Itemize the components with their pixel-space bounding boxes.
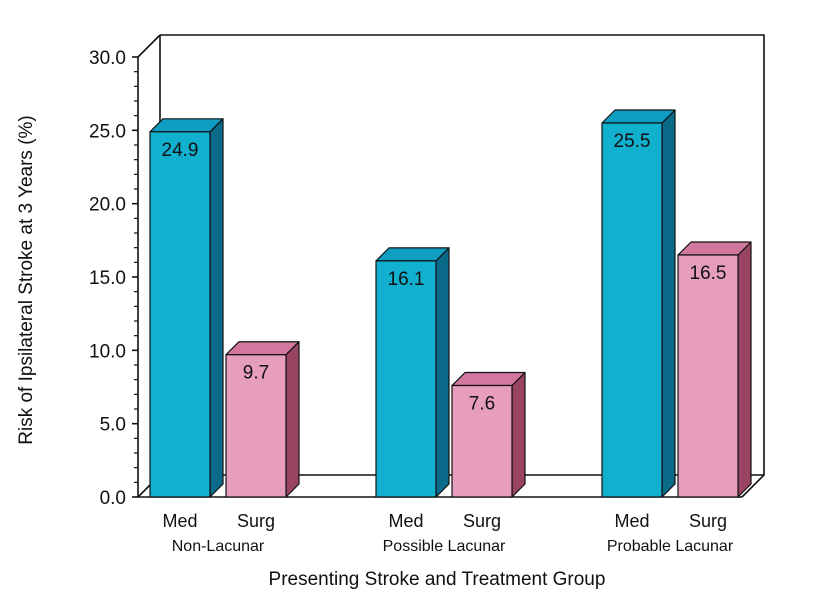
bar-top: [677, 241, 752, 256]
bar-side: [285, 341, 300, 498]
y-tick-label: 15.0: [89, 268, 126, 289]
bar-side: [737, 241, 752, 498]
y-tick-label: 0.0: [100, 488, 126, 509]
bar-top: [225, 341, 300, 356]
bar-side: [661, 109, 676, 498]
y-tick-label: 30.0: [89, 48, 126, 69]
bar-front: [677, 254, 739, 498]
bar-top: [451, 371, 526, 387]
bar-front: [149, 131, 211, 498]
x-category-label: Surg: [689, 511, 727, 531]
x-axis-labels: Med Surg Non-Lacunar Med Surg Possible Lacuna…: [162, 511, 733, 555]
bar-front: [225, 354, 287, 498]
bar-side: [209, 118, 224, 498]
bar-surg: 9.7: [225, 341, 300, 498]
bar-surg: 16.5: [677, 241, 752, 498]
x-group-label: Possible Lacunar: [383, 538, 506, 555]
bar-front: [375, 260, 437, 498]
y-tick-label: 20.0: [89, 195, 126, 216]
y-axis: 0.0 5.0 10.0 15.0 20.0 25.0 30.0: [89, 48, 138, 509]
bar-side: [511, 371, 526, 498]
bar-value-label: 16.5: [690, 263, 727, 284]
bar-top: [601, 109, 676, 124]
bar-value-label: 25.5: [614, 131, 651, 152]
x-category-label: Surg: [237, 511, 275, 531]
bar-front: [601, 122, 663, 498]
bar-value-label: 16.1: [388, 269, 425, 290]
bar-med: 16.1: [375, 247, 450, 498]
x-category-label: Surg: [463, 511, 501, 531]
bar-med: 25.5: [601, 109, 676, 498]
x-category-label: Med: [162, 511, 197, 531]
bars: 24.9 9.7 16.1 7.6 25.5 16.5: [149, 109, 752, 498]
x-category-label: Med: [388, 511, 423, 531]
y-axis-title: Risk of Ipsilateral Stroke at 3 Years (%…: [16, 115, 37, 444]
bar-top: [375, 247, 450, 262]
bar-surg: 7.6: [451, 371, 526, 498]
bar-top: [149, 118, 224, 133]
x-axis-title: Presenting Stroke and Treatment Group: [269, 569, 606, 590]
bar-side: [435, 247, 450, 498]
y-tick-label: 5.0: [100, 415, 126, 436]
y-tick-label: 10.0: [89, 341, 126, 362]
bar-front: [451, 384, 513, 498]
frame-back: [160, 34, 765, 498]
bar-value-label: 7.6: [469, 394, 495, 415]
x-category-label: Med: [614, 511, 649, 531]
x-group-label: Non-Lacunar: [172, 538, 265, 555]
x-group-label: Probable Lacunar: [607, 538, 734, 555]
bar-med: 24.9: [149, 118, 224, 498]
bar-value-label: 9.7: [243, 363, 269, 384]
bar-value-label: 24.9: [162, 140, 199, 161]
y-tick-label: 25.0: [89, 121, 126, 142]
